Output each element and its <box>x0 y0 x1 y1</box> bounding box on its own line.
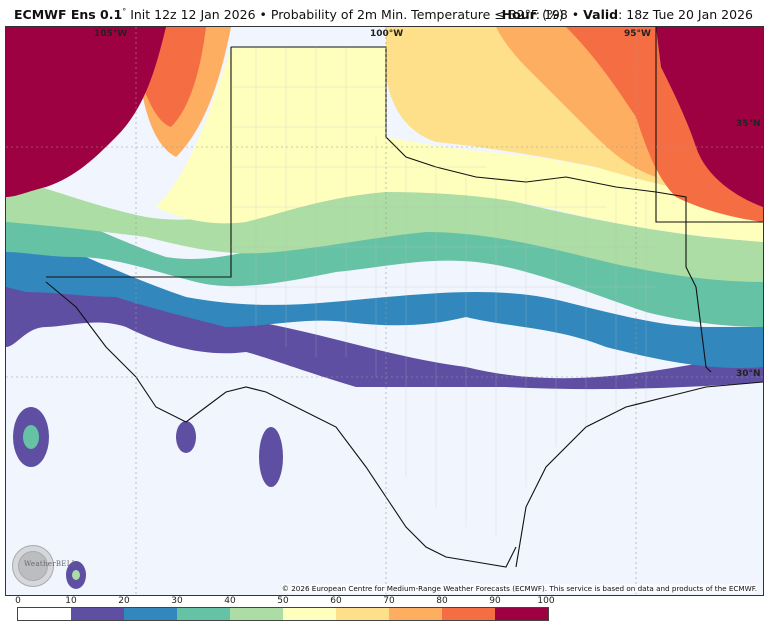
colorbar <box>17 607 549 621</box>
lon-label-95w: 95°W <box>624 29 651 39</box>
colorbar-segment <box>230 608 283 620</box>
colorbar-tick: 30 <box>171 596 183 606</box>
colorbar-segment <box>283 608 336 620</box>
colorbar-tick: 60 <box>330 596 342 606</box>
map-title: ECMWF Ens 0.1° Init 12z 12 Jan 2026 • Pr… <box>14 7 564 22</box>
colorbar-segment <box>18 608 71 620</box>
lat-label-30n: 30°N <box>736 369 761 379</box>
map-canvas <box>6 27 763 595</box>
colorbar-tick: 90 <box>489 596 501 606</box>
valid-info: Hour: 198 • Valid: 18z Tue 20 Jan 2026 <box>502 7 753 22</box>
colorbar-tick: 10 <box>65 596 77 606</box>
colorbar-segment <box>389 608 442 620</box>
colorbar-segment <box>71 608 124 620</box>
watermark-text: WeatherBELL <box>24 560 77 568</box>
valid-label: Valid <box>583 7 619 22</box>
colorbar-tick: 70 <box>383 596 395 606</box>
colorbar-tick: 40 <box>224 596 236 606</box>
init-time: Init 12z 12 Jan 2026 <box>130 7 256 23</box>
map-header: ECMWF Ens 0.1° Init 12z 12 Jan 2026 • Pr… <box>0 0 768 26</box>
title-separator: • <box>259 7 267 23</box>
colorbar-tick: 50 <box>277 596 289 606</box>
colorbar-tick: 0 <box>15 596 21 606</box>
colorbar-segment <box>442 608 495 620</box>
colorbar-tick: 100 <box>537 596 555 606</box>
lon-label-100w: 100°W <box>370 29 404 39</box>
colorbar-segment <box>124 608 177 620</box>
title-separator-2: • <box>571 7 580 22</box>
colorbar-segment <box>495 608 548 620</box>
colorbar-segment <box>177 608 230 620</box>
model-degree: ° <box>122 7 127 16</box>
colorbar-segment <box>336 608 389 620</box>
colorbar-tick: 80 <box>436 596 448 606</box>
product-name: Probability of 2m Min. Temperature ≤ 32°… <box>270 7 564 23</box>
model-name: ECMWF Ens 0.1 <box>14 7 123 23</box>
lon-label-105w: 105°W <box>94 29 128 39</box>
lat-label-35n: 35°N <box>736 119 761 129</box>
colorbar-tick: 20 <box>118 596 130 606</box>
copyright-notice: © 2026 European Centre for Medium-Range … <box>281 584 757 593</box>
probability-map: 105°W 100°W 95°W 35°N 30°N WeatherBELL ©… <box>5 26 764 596</box>
valid-value: : 18z Tue 20 Jan 2026 <box>618 7 753 22</box>
hour-label: Hour <box>501 7 536 22</box>
weatherbell-logo: WeatherBELL <box>12 545 76 587</box>
hour-value: : 198 <box>535 7 568 22</box>
